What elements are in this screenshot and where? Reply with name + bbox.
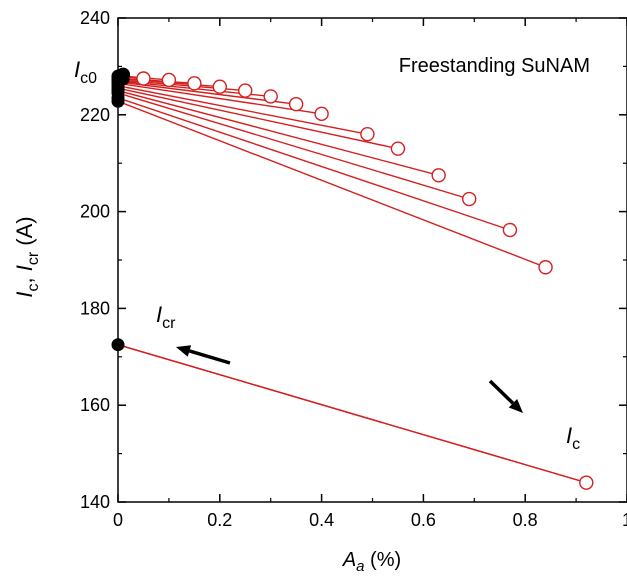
tick-labels: 0 0.2 0.4 0.6 0.8 1 140 160 180 200 220 240 <box>80 8 627 530</box>
chart-annotation-title: Freestanding SuNAM <box>399 55 590 77</box>
ic-label-sub: c <box>572 436 580 453</box>
loading-path-line <box>117 100 546 268</box>
x-tick-label: 0 <box>113 510 123 530</box>
ic-point <box>161 72 177 88</box>
x-tick-label: 0.6 <box>411 510 436 530</box>
y-tick-label: 220 <box>80 105 110 125</box>
ic-label-main: I <box>566 423 572 448</box>
x-tick-label: 0.8 <box>513 510 538 530</box>
ic0-label-main: I <box>74 57 80 82</box>
loading-path-line <box>117 85 368 135</box>
ic-point <box>360 126 375 142</box>
loading-path-line <box>117 92 470 200</box>
ic0-point <box>116 67 131 82</box>
ic-point <box>390 141 406 156</box>
ic-label: Ic <box>566 423 580 453</box>
x-axis-title-unit: (%) <box>365 549 402 571</box>
icr-point <box>111 338 125 352</box>
y-axis-title-ic-sub: c <box>25 284 42 292</box>
axis-ticks <box>117 17 627 503</box>
loading-path-line <box>117 82 322 115</box>
y-axis-title-icr: I <box>12 265 37 271</box>
x-tick-label: 0.4 <box>309 510 334 530</box>
series-lines <box>117 75 587 484</box>
x-axis-title-sub: a <box>356 558 364 575</box>
icr-point <box>111 94 125 108</box>
ic0-label: Ic0 <box>74 57 97 87</box>
series-markers <box>111 67 594 490</box>
ic-point <box>136 71 151 86</box>
direction-arrows <box>176 345 523 413</box>
ic-point <box>238 83 253 98</box>
y-axis-title-unit: (A) <box>12 216 37 251</box>
y-tick-label: 160 <box>80 395 110 415</box>
ic-point <box>579 475 594 490</box>
arrow-unload-head <box>176 345 192 357</box>
plot-frame <box>117 17 627 503</box>
arrow-load-shaft <box>488 379 515 405</box>
x-axis-title: Aa (%) <box>342 549 401 575</box>
ic-point <box>288 96 304 112</box>
y-axis-title-sep: , <box>12 271 37 283</box>
x-tick-label: 0.2 <box>207 510 232 530</box>
ic-point <box>538 260 553 275</box>
arrow-unload-shaft <box>188 349 231 365</box>
x-axis-title-main: A <box>342 549 356 571</box>
x-tick-label: 1 <box>622 510 627 530</box>
loading-path-line <box>117 97 511 231</box>
ic-point <box>187 76 202 91</box>
ic0-label-sub: c0 <box>80 70 97 87</box>
loading-path-line <box>117 87 399 150</box>
y-tick-label: 240 <box>80 8 110 28</box>
loading-path-line <box>117 89 439 176</box>
arrow-load-head <box>508 398 523 413</box>
y-tick-label: 140 <box>80 492 110 512</box>
arrow-unload <box>176 345 231 365</box>
ic-point <box>212 79 228 94</box>
y-axis-title-icr-sub: cr <box>25 251 42 265</box>
arrow-load <box>488 379 523 413</box>
ic-point <box>502 222 518 238</box>
icr-label: Icr <box>156 302 176 332</box>
ic-point <box>431 168 446 183</box>
ic-point <box>462 191 477 207</box>
ic-point <box>314 106 329 122</box>
unloading-path-line <box>117 344 587 484</box>
y-axis-title-ic: I <box>12 292 37 298</box>
ic-point <box>263 89 278 104</box>
y-tick-label: 200 <box>80 202 110 222</box>
y-axis-title: Ic, Icr (A) <box>12 216 42 297</box>
icr-label-main: I <box>156 302 162 327</box>
icr-label-sub: cr <box>162 315 176 332</box>
y-tick-label: 180 <box>80 298 110 318</box>
plot-border <box>117 17 627 503</box>
